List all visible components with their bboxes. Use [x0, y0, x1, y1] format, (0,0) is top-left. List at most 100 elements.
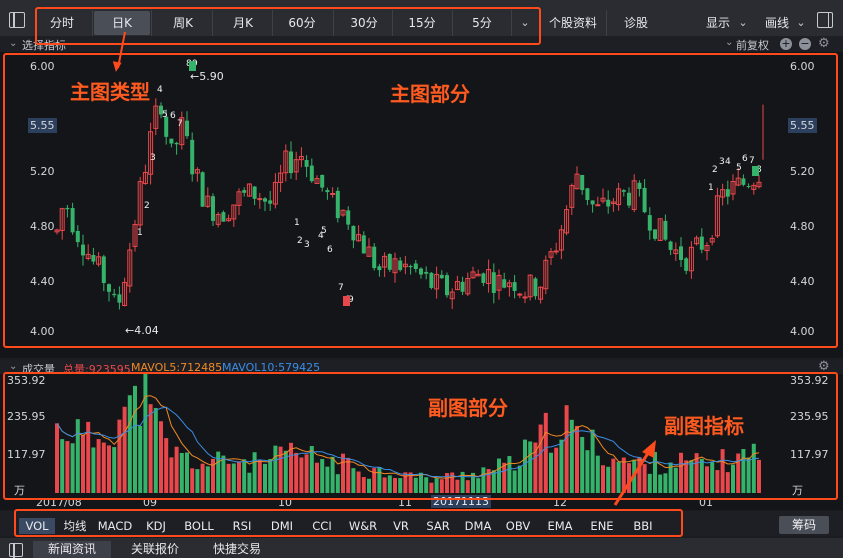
tab-60min[interactable]: 60分 — [288, 16, 316, 30]
indicator-bbi[interactable]: BBI — [633, 519, 653, 533]
volume-bar — [673, 467, 678, 493]
tab-5min[interactable]: 5分 — [472, 16, 492, 30]
indicator-macd[interactable]: MACD — [97, 519, 133, 533]
volume-bar — [112, 447, 117, 493]
tab-15min[interactable]: 15分 — [408, 16, 436, 30]
volume-bar — [549, 452, 553, 493]
candle — [340, 209, 346, 217]
volume-bar — [434, 478, 439, 493]
indicator-kdj[interactable]: KDJ — [146, 519, 166, 533]
tab-30min[interactable]: 30分 — [350, 16, 378, 30]
indicator-wr[interactable]: W&R — [348, 519, 378, 533]
candle — [194, 167, 200, 182]
candle — [179, 111, 185, 150]
chip-distribution-button[interactable]: 筹码 — [779, 516, 829, 534]
indicator-ene[interactable]: ENE — [590, 519, 614, 533]
indicator-sar[interactable]: SAR — [426, 519, 450, 533]
tab-monthly-k[interactable]: 月K — [233, 16, 253, 30]
vol-y-tick-mid-right: 235.95 — [790, 410, 829, 423]
candle — [65, 204, 70, 218]
drawing-menu[interactable]: 画线 — [764, 16, 789, 30]
volume-bar — [164, 438, 169, 493]
volume-bar — [174, 446, 179, 493]
tab-related-quotes[interactable]: 关联报价 — [130, 542, 179, 556]
volume-bar — [133, 385, 137, 493]
candle — [221, 210, 226, 222]
candle — [746, 183, 751, 189]
display-chevron-icon[interactable]: ⌄ — [738, 16, 748, 29]
high-price-label: ←5.90 — [190, 70, 224, 83]
candle — [351, 225, 356, 249]
volume-bar — [725, 472, 730, 493]
indicator-dmi[interactable]: DMI — [270, 519, 294, 533]
candle — [424, 266, 429, 280]
volume-settings-gear-icon[interactable]: ⚙ — [818, 359, 830, 374]
td-sequence-label: 7 — [749, 156, 755, 166]
indicator-obv[interactable]: OBV — [505, 519, 531, 533]
volume-bar — [107, 445, 111, 493]
indicator-rsi[interactable]: RSI — [232, 519, 252, 533]
candle — [54, 228, 60, 235]
right-panel-toggle-icon[interactable] — [817, 12, 833, 28]
volume-bar — [159, 421, 163, 493]
select-indicator-label[interactable]: 选择指标 — [22, 39, 66, 52]
adjust-select[interactable]: 前复权 — [736, 39, 769, 52]
volume-bar — [367, 478, 371, 493]
volume-bar — [507, 456, 512, 493]
volume-bar — [491, 470, 496, 493]
volume-bar-chart[interactable] — [0, 374, 843, 510]
main-settings-gear-icon[interactable]: ⚙ — [818, 36, 830, 51]
collapse-chevron-icon[interactable]: ⌄ — [9, 38, 18, 49]
volume-bar — [502, 462, 507, 493]
volume-bar — [299, 457, 304, 493]
display-menu[interactable]: 显示 — [705, 16, 730, 30]
volume-bar — [710, 462, 715, 493]
adjust-chevron-icon[interactable]: ⌄ — [725, 37, 734, 48]
volume-bar — [569, 419, 574, 493]
volume-bar — [512, 470, 517, 493]
candle — [85, 244, 91, 261]
candle — [205, 187, 211, 208]
left-panel-toggle-icon[interactable] — [9, 12, 25, 28]
volume-collapse-chevron-icon[interactable]: ⌄ — [9, 361, 18, 372]
tab-weekly-k[interactable]: 周K — [173, 16, 193, 30]
volume-bar — [143, 374, 148, 493]
volume-bar — [330, 456, 335, 493]
indicator-vr[interactable]: VR — [393, 519, 409, 533]
tab-quick-trade[interactable]: 快捷交易 — [212, 542, 261, 556]
tab-daily-k[interactable]: 日K — [94, 11, 150, 35]
candlestick-chart[interactable]: 12345678912345678912345678 — [0, 52, 843, 358]
indicator-vol[interactable]: VOL — [19, 518, 55, 534]
volume-bar — [533, 442, 538, 493]
candle — [153, 98, 159, 136]
tab-timeshare[interactable]: 分时 — [49, 16, 74, 30]
indicator-dma[interactable]: DMA — [464, 519, 492, 533]
indicator-cci[interactable]: CCI — [312, 519, 332, 533]
volume-bar — [91, 447, 96, 493]
stock-profile-button[interactable]: 个股资料 — [548, 16, 597, 30]
td-sequence-label: 4 — [725, 157, 731, 167]
zoom-in-icon[interactable]: + — [780, 37, 792, 50]
volume-bar — [294, 452, 299, 493]
candle — [330, 187, 336, 198]
tab-news[interactable]: 新闻资讯 — [33, 541, 111, 558]
volume-bar — [528, 441, 533, 493]
volume-bar — [741, 449, 746, 493]
td-sequence-label: 3 — [304, 240, 310, 250]
volume-bar — [642, 464, 647, 493]
indicator-boll[interactable]: BOLL — [184, 519, 214, 533]
drawing-chevron-icon[interactable]: ⌄ — [796, 16, 806, 29]
candle — [356, 225, 362, 242]
candle — [558, 224, 564, 260]
td-sequence-label: 1 — [708, 183, 714, 193]
indicator-ma[interactable]: 均线 — [63, 519, 87, 533]
candle — [564, 205, 570, 236]
volume-bar — [627, 463, 631, 493]
candle — [59, 207, 65, 240]
diagnose-button[interactable]: 诊股 — [623, 16, 648, 30]
more-periods-chevron-icon[interactable]: ⌄ — [520, 16, 530, 29]
zoom-out-icon[interactable]: − — [799, 37, 811, 50]
bottom-panel-toggle-icon[interactable] — [9, 543, 23, 558]
candle — [553, 242, 559, 255]
indicator-ema[interactable]: EMA — [547, 519, 573, 533]
